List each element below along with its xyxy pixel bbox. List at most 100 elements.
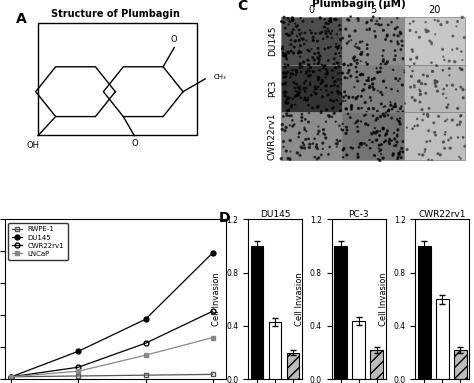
Text: D: D xyxy=(219,211,230,226)
Point xyxy=(353,69,361,75)
Point xyxy=(357,58,365,64)
Point xyxy=(299,140,307,146)
Point xyxy=(342,106,350,112)
Title: CWR22rv1: CWR22rv1 xyxy=(419,210,466,219)
Point xyxy=(344,111,352,117)
Point xyxy=(374,128,381,134)
Point xyxy=(291,44,298,50)
Point xyxy=(280,144,287,150)
Point xyxy=(346,33,353,39)
Point xyxy=(342,26,350,32)
Point xyxy=(305,136,312,142)
Point xyxy=(292,21,299,27)
Point xyxy=(297,43,304,49)
Point xyxy=(299,36,307,42)
Point xyxy=(296,65,304,71)
Point xyxy=(287,71,295,77)
Point xyxy=(389,67,397,73)
Bar xyxy=(287,352,299,379)
Point xyxy=(441,145,448,151)
Point xyxy=(443,105,451,111)
Point xyxy=(317,15,324,21)
Point xyxy=(366,95,374,101)
Point xyxy=(354,93,362,99)
Point xyxy=(310,61,318,67)
Point xyxy=(371,125,379,131)
Point xyxy=(290,17,297,23)
Point xyxy=(302,38,310,44)
Point xyxy=(353,119,360,125)
Point xyxy=(407,56,414,62)
Bar xyxy=(454,350,466,379)
Point xyxy=(291,85,299,91)
Point xyxy=(393,116,401,123)
Point xyxy=(331,16,338,23)
Point xyxy=(337,108,344,114)
Point xyxy=(368,77,376,83)
Point xyxy=(393,139,401,145)
Point xyxy=(358,142,365,148)
Point xyxy=(339,98,346,104)
Point xyxy=(393,133,401,139)
Point xyxy=(423,139,430,145)
Point xyxy=(355,105,362,111)
Point xyxy=(328,90,336,96)
Point xyxy=(419,152,427,158)
Point xyxy=(344,62,352,69)
Point xyxy=(280,52,287,59)
Point xyxy=(325,45,332,51)
Point xyxy=(361,81,369,87)
Point xyxy=(345,17,353,23)
Point xyxy=(390,130,398,136)
Point xyxy=(454,134,462,141)
Point xyxy=(331,79,338,85)
Point xyxy=(425,105,433,111)
Point xyxy=(456,154,463,160)
Point xyxy=(424,28,431,34)
Point xyxy=(357,118,365,124)
Point xyxy=(310,89,318,95)
Point xyxy=(297,35,305,41)
Point xyxy=(302,85,310,91)
Point xyxy=(305,102,312,108)
Point xyxy=(316,53,324,59)
Point xyxy=(300,142,308,148)
Point xyxy=(311,136,319,142)
Point xyxy=(314,55,322,61)
Point xyxy=(288,102,296,108)
Point xyxy=(442,118,449,124)
Point xyxy=(432,132,439,138)
Point xyxy=(439,139,447,145)
Point xyxy=(350,55,357,61)
Point xyxy=(286,137,294,144)
Point xyxy=(439,46,447,52)
Point xyxy=(319,65,327,71)
Point xyxy=(397,31,404,37)
Point xyxy=(433,62,440,69)
Point xyxy=(324,70,331,77)
Point xyxy=(380,56,387,62)
Point xyxy=(459,57,466,63)
Point xyxy=(419,117,427,123)
Point xyxy=(343,127,351,133)
Point xyxy=(397,106,404,112)
Point xyxy=(461,143,468,149)
Point xyxy=(401,100,409,106)
Point xyxy=(392,101,399,107)
Point xyxy=(318,108,325,115)
Point xyxy=(365,77,372,83)
Point xyxy=(297,144,305,150)
Point xyxy=(339,35,346,41)
Point xyxy=(335,43,343,49)
Point xyxy=(421,81,429,87)
Point xyxy=(284,94,292,100)
Point xyxy=(425,157,432,163)
Y-axis label: Cell Invasion: Cell Invasion xyxy=(379,272,388,326)
Point xyxy=(439,54,447,60)
Point xyxy=(457,48,465,54)
Point xyxy=(358,141,366,147)
Point xyxy=(435,113,442,119)
Point xyxy=(460,34,468,41)
Point xyxy=(317,30,324,36)
Point xyxy=(314,146,321,152)
